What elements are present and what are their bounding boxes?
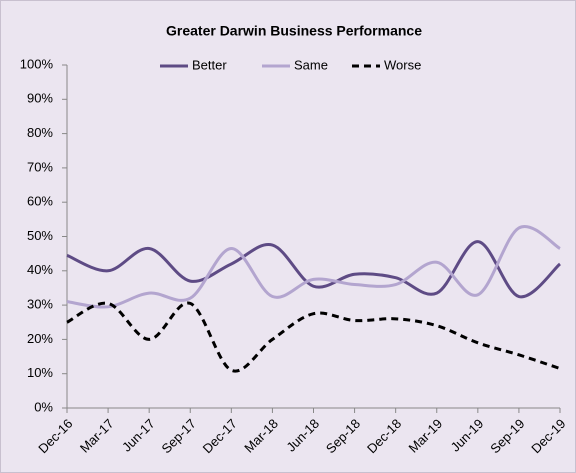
y-tick-label: 30% xyxy=(27,297,53,312)
y-tick-label: 80% xyxy=(27,125,53,140)
legend-label: Worse xyxy=(384,57,421,72)
y-tick-label: 50% xyxy=(27,228,53,243)
y-tick-label: 20% xyxy=(27,331,53,346)
legend-label: Better xyxy=(192,57,227,72)
series-line xyxy=(66,301,561,373)
legend-label: Same xyxy=(294,57,328,72)
y-tick-label: 90% xyxy=(27,91,53,106)
series-line xyxy=(66,224,561,309)
y-tick-label: 100% xyxy=(20,56,54,71)
y-tick-label: 40% xyxy=(27,262,53,277)
series-line xyxy=(66,240,562,299)
y-tick-label: 10% xyxy=(27,365,53,380)
y-tick-label: 70% xyxy=(27,159,53,174)
chart-title: Greater Darwin Business Performance xyxy=(166,23,422,39)
y-tick-label: 60% xyxy=(27,194,53,209)
y-tick-label: 0% xyxy=(34,399,53,414)
